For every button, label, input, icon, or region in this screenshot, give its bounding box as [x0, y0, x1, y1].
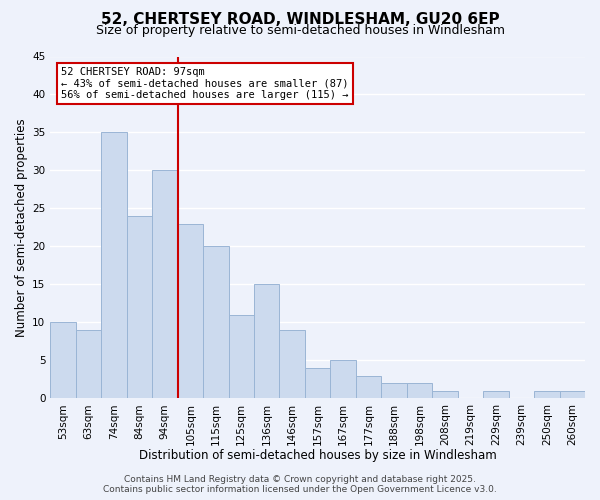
- Text: Size of property relative to semi-detached houses in Windlesham: Size of property relative to semi-detach…: [95, 24, 505, 37]
- Text: Contains HM Land Registry data © Crown copyright and database right 2025.
Contai: Contains HM Land Registry data © Crown c…: [103, 474, 497, 494]
- Bar: [280, 330, 305, 398]
- Bar: [560, 391, 585, 398]
- Bar: [407, 383, 432, 398]
- Bar: [50, 322, 76, 398]
- Bar: [305, 368, 331, 398]
- Bar: [356, 376, 381, 398]
- Bar: [331, 360, 356, 399]
- Bar: [152, 170, 178, 398]
- Bar: [178, 224, 203, 398]
- Bar: [381, 383, 407, 398]
- Bar: [534, 391, 560, 398]
- X-axis label: Distribution of semi-detached houses by size in Windlesham: Distribution of semi-detached houses by …: [139, 450, 497, 462]
- Bar: [483, 391, 509, 398]
- Bar: [229, 315, 254, 398]
- Text: 52 CHERTSEY ROAD: 97sqm
← 43% of semi-detached houses are smaller (87)
56% of se: 52 CHERTSEY ROAD: 97sqm ← 43% of semi-de…: [61, 67, 349, 100]
- Text: 52, CHERTSEY ROAD, WINDLESHAM, GU20 6EP: 52, CHERTSEY ROAD, WINDLESHAM, GU20 6EP: [101, 12, 499, 28]
- Y-axis label: Number of semi-detached properties: Number of semi-detached properties: [15, 118, 28, 336]
- Bar: [101, 132, 127, 398]
- Bar: [76, 330, 101, 398]
- Bar: [203, 246, 229, 398]
- Bar: [432, 391, 458, 398]
- Bar: [127, 216, 152, 398]
- Bar: [254, 284, 280, 399]
